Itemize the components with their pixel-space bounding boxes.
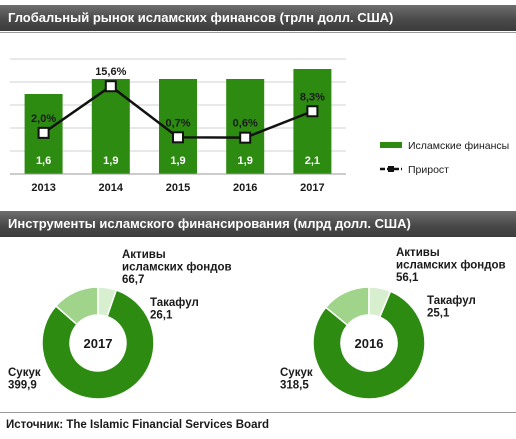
growth-value-label: 15,6%	[95, 66, 126, 78]
bar-value-label: 1,9	[238, 155, 253, 167]
bar-value-label: 1,9	[103, 155, 118, 167]
slice-label-line: 26,1	[150, 310, 173, 322]
donut-2016: 2016 Сукук 318,5 Активы исламских фондов 56,1…	[280, 247, 506, 400]
donut-hole	[70, 315, 126, 371]
legend-marker	[388, 166, 394, 172]
slice-label-line: Сукук	[8, 367, 41, 379]
slice-label-line: 66,7	[122, 274, 144, 286]
growth-marker	[172, 131, 184, 144]
slice-label-line: 399,9	[8, 380, 37, 392]
donut-hole	[341, 315, 397, 371]
slice-label-line: 56,1	[396, 272, 419, 284]
x-tick-label: 2017	[300, 182, 324, 194]
slice-label-line: Такафул	[427, 295, 476, 307]
slice-label-line: Такафул	[150, 297, 199, 309]
growth-marker	[306, 105, 319, 118]
growth-line-series: 2,0% 15,6% 0,7% 0,6% 8,3%	[31, 66, 325, 144]
bar-value-label: 1,9	[170, 155, 185, 167]
bar-value-label: 2,1	[305, 155, 320, 167]
divider	[0, 412, 516, 413]
slice-label: Такафул 25,1	[427, 295, 476, 320]
growth-value-label: 2,0%	[31, 113, 56, 125]
source-note: Источник: The Islamic Financial Services…	[6, 419, 269, 431]
donut-2017: 2017 Сукук 399,9 Активы исламских фондов 66,7…	[8, 249, 232, 400]
slice-label-line: исламских фондов	[122, 262, 232, 274]
growth-value-label: 8,3%	[300, 91, 325, 103]
market-combo-chart: 1,6 1,9 1,9 1,9 2,1 2,0% 15,6% 0,7% 0,6% 8,3% 20…	[10, 58, 509, 194]
x-tick-label: 2016	[233, 182, 257, 194]
chart-title-market: Глобальный рынок исламских финансов (трл…	[0, 5, 516, 31]
slice-label-line: Активы	[396, 247, 440, 259]
donut-center-label: 2016	[355, 336, 384, 351]
x-axis: 2013 2014 2015 2016 2017	[10, 173, 346, 194]
slice-label-line: 318,5	[280, 380, 309, 392]
bar-value-label: 1,6	[36, 155, 51, 167]
slice-label: Такафул 26,1	[150, 297, 199, 322]
slice-label-line: 25,1	[427, 308, 450, 320]
growth-marker	[239, 131, 252, 144]
slice-label: Активы исламских фондов 56,1	[396, 247, 506, 284]
legend-label: Прирост	[408, 164, 449, 176]
slice-label-line: Сукук	[280, 367, 313, 379]
growth-marker	[104, 80, 117, 93]
slice-label-line: Активы	[122, 249, 166, 261]
divider	[0, 32, 516, 33]
bar	[226, 79, 265, 174]
slice-label-line: исламских фондов	[396, 260, 506, 272]
slice-label: Сукук 318,5	[280, 367, 313, 392]
x-tick-label: 2013	[31, 182, 55, 194]
x-tick-label: 2015	[166, 182, 190, 194]
legend: Исламские финансы Прирост	[380, 140, 509, 176]
donut-center-label: 2017	[84, 336, 113, 351]
growth-marker	[37, 126, 50, 139]
legend-swatch-bars	[380, 142, 402, 148]
chart-title-instruments: Инструменты исламского финансирования (м…	[0, 211, 516, 237]
growth-value-label: 0,7%	[165, 117, 190, 129]
slice-label: Активы исламских фондов 66,7	[122, 249, 232, 286]
growth-value-label: 0,6%	[233, 118, 258, 130]
bar	[293, 69, 332, 174]
legend-label: Исламские финансы	[408, 140, 509, 152]
x-tick-label: 2014	[99, 182, 124, 194]
slice-label: Сукук 399,9	[8, 367, 41, 392]
